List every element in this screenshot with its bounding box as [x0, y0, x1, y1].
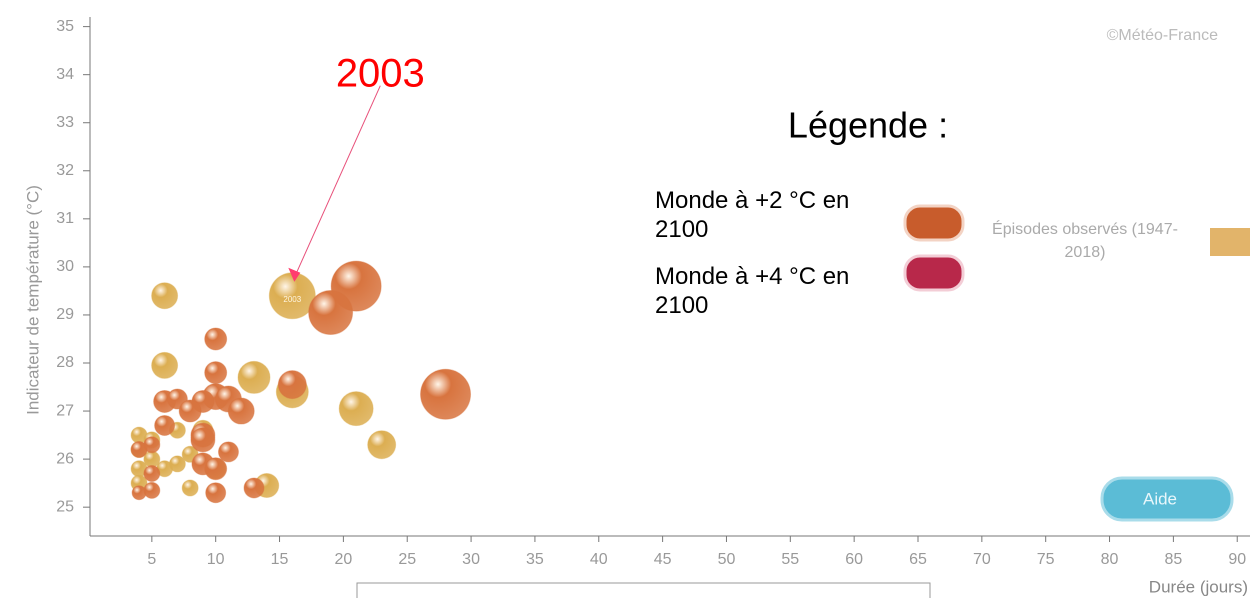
y-axis-label: Indicateur de température (°C)	[23, 185, 42, 415]
x-tick-label: 30	[462, 551, 480, 568]
x-tick-label: 50	[718, 551, 736, 568]
x-tick-label: 65	[909, 551, 927, 568]
x-tick-label: 15	[271, 551, 289, 568]
x-axis-label: Durée (jours)	[1149, 577, 1248, 596]
bubble	[151, 351, 179, 379]
bubble	[143, 436, 161, 454]
y-tick-label: 25	[56, 498, 74, 515]
legend-swatch	[903, 254, 965, 292]
y-tick-label: 27	[56, 402, 74, 419]
x-tick-label: 20	[334, 551, 352, 568]
bubble	[204, 457, 228, 481]
legend-label: Monde à +4 °C en 2100	[655, 263, 850, 319]
bubble	[168, 455, 186, 473]
legend-title: Légende :	[788, 105, 948, 146]
y-tick-label: 31	[56, 210, 74, 227]
bubble	[237, 360, 271, 394]
help-button-label[interactable]: Aide	[1143, 489, 1177, 508]
x-tick-label: 25	[398, 551, 416, 568]
y-tick-label: 30	[56, 258, 74, 275]
y-tick-label: 34	[56, 66, 74, 83]
legend-label: Monde à +2 °C en 2100	[655, 187, 850, 243]
bubble	[190, 427, 216, 453]
x-tick-label: 80	[1101, 551, 1119, 568]
x-tick-label: 75	[1037, 551, 1055, 568]
legend-swatch	[903, 204, 965, 242]
bubble	[151, 282, 179, 310]
x-tick-label: 90	[1228, 551, 1246, 568]
bubble-label: 2003	[283, 295, 301, 304]
y-tick-label: 35	[56, 18, 74, 35]
y-tick-label: 28	[56, 354, 74, 371]
y-tick-label: 33	[56, 114, 74, 131]
bubble	[204, 361, 228, 385]
bubble	[143, 465, 161, 483]
help-button[interactable]	[1100, 476, 1234, 522]
annotation-arrow	[293, 85, 381, 278]
bubble	[227, 397, 255, 425]
x-tick-label: 85	[1164, 551, 1182, 568]
x-tick-label: 35	[526, 551, 544, 568]
credit: ©Météo-France	[1107, 27, 1218, 44]
bubble	[154, 414, 176, 436]
bubble	[217, 441, 239, 463]
bubble	[277, 370, 307, 400]
bubble	[178, 399, 202, 423]
bubble	[367, 430, 397, 460]
scrollbar-box	[356, 582, 931, 598]
bubble	[181, 479, 199, 497]
x-tick-label: 40	[590, 551, 608, 568]
annotation: 2003	[336, 51, 425, 95]
bubble	[204, 327, 228, 351]
x-tick-label: 55	[781, 551, 799, 568]
x-tick-label: 60	[845, 551, 863, 568]
y-tick-label: 29	[56, 306, 74, 323]
bubble	[420, 368, 472, 420]
legend-swatch	[1210, 228, 1250, 256]
x-tick-label: 10	[207, 551, 225, 568]
legend-label: Épisodes observés (1947-2018)	[992, 221, 1178, 261]
bubble	[308, 290, 354, 336]
bubble	[143, 481, 161, 499]
x-tick-label: 5	[147, 551, 156, 568]
x-tick-label: 70	[973, 551, 991, 568]
bubble	[338, 391, 374, 427]
annotation-arrowhead	[288, 267, 301, 282]
bubble	[243, 477, 265, 499]
y-tick-label: 32	[56, 162, 74, 179]
y-tick-label: 26	[56, 450, 74, 467]
x-tick-label: 45	[654, 551, 672, 568]
bubble	[205, 482, 227, 504]
